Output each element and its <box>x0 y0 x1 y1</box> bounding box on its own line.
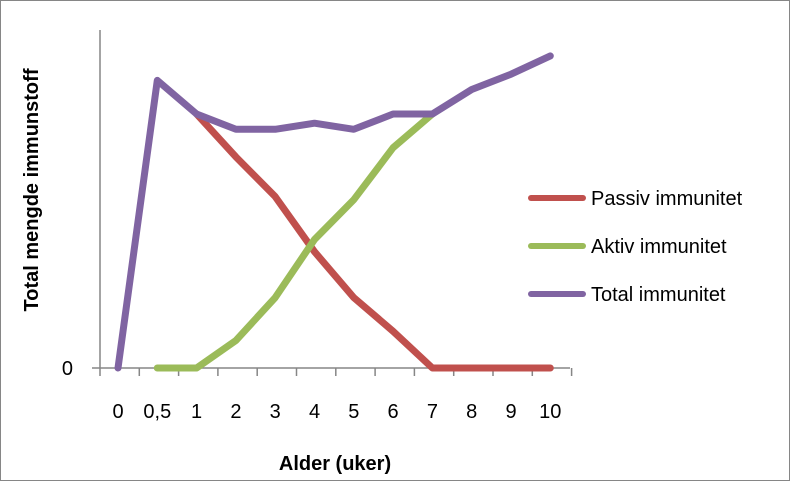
y-axis-title: Total mengde immunstoff <box>21 68 43 311</box>
plot-area: 0 0,5 1 2 3 4 5 6 7 8 9 10 0 <box>62 30 573 423</box>
x-tick-label: 0 <box>112 401 123 423</box>
legend-label-passiv-immunitet: Passiv immunitet <box>591 188 743 210</box>
x-tick-label: 8 <box>466 401 477 423</box>
series-line-passiv-immunitet <box>193 110 554 372</box>
x-axis-title: Alder (uker) <box>279 453 391 475</box>
y-tick-label: 0 <box>62 358 73 380</box>
series-line-aktiv-immunitet <box>153 110 436 372</box>
legend: Passiv immunitet Aktiv immunitet Total imm… <box>528 188 743 306</box>
x-tick-label: 5 <box>348 401 359 423</box>
x-tick-label: 9 <box>505 401 516 423</box>
x-tick-label: 7 <box>427 401 438 423</box>
series-lines <box>114 52 554 372</box>
legend-label-aktiv-immunitet: Aktiv immunitet <box>591 236 727 258</box>
x-tick-label: 4 <box>309 401 320 423</box>
x-tick-label: 0,5 <box>143 401 171 423</box>
x-tick-label: 10 <box>539 401 561 423</box>
x-tick-label: 6 <box>388 401 399 423</box>
series-line-total-immunitet <box>114 52 554 372</box>
x-axis-tick-labels: 0 0,5 1 2 3 4 5 6 7 8 9 10 <box>112 401 561 423</box>
legend-label-total-immunitet: Total immunitet <box>591 284 726 306</box>
x-tick-label: 3 <box>270 401 281 423</box>
y-axis-tick-labels: 0 <box>62 358 73 380</box>
x-tick-label: 2 <box>230 401 241 423</box>
x-tick-label: 1 <box>191 401 202 423</box>
